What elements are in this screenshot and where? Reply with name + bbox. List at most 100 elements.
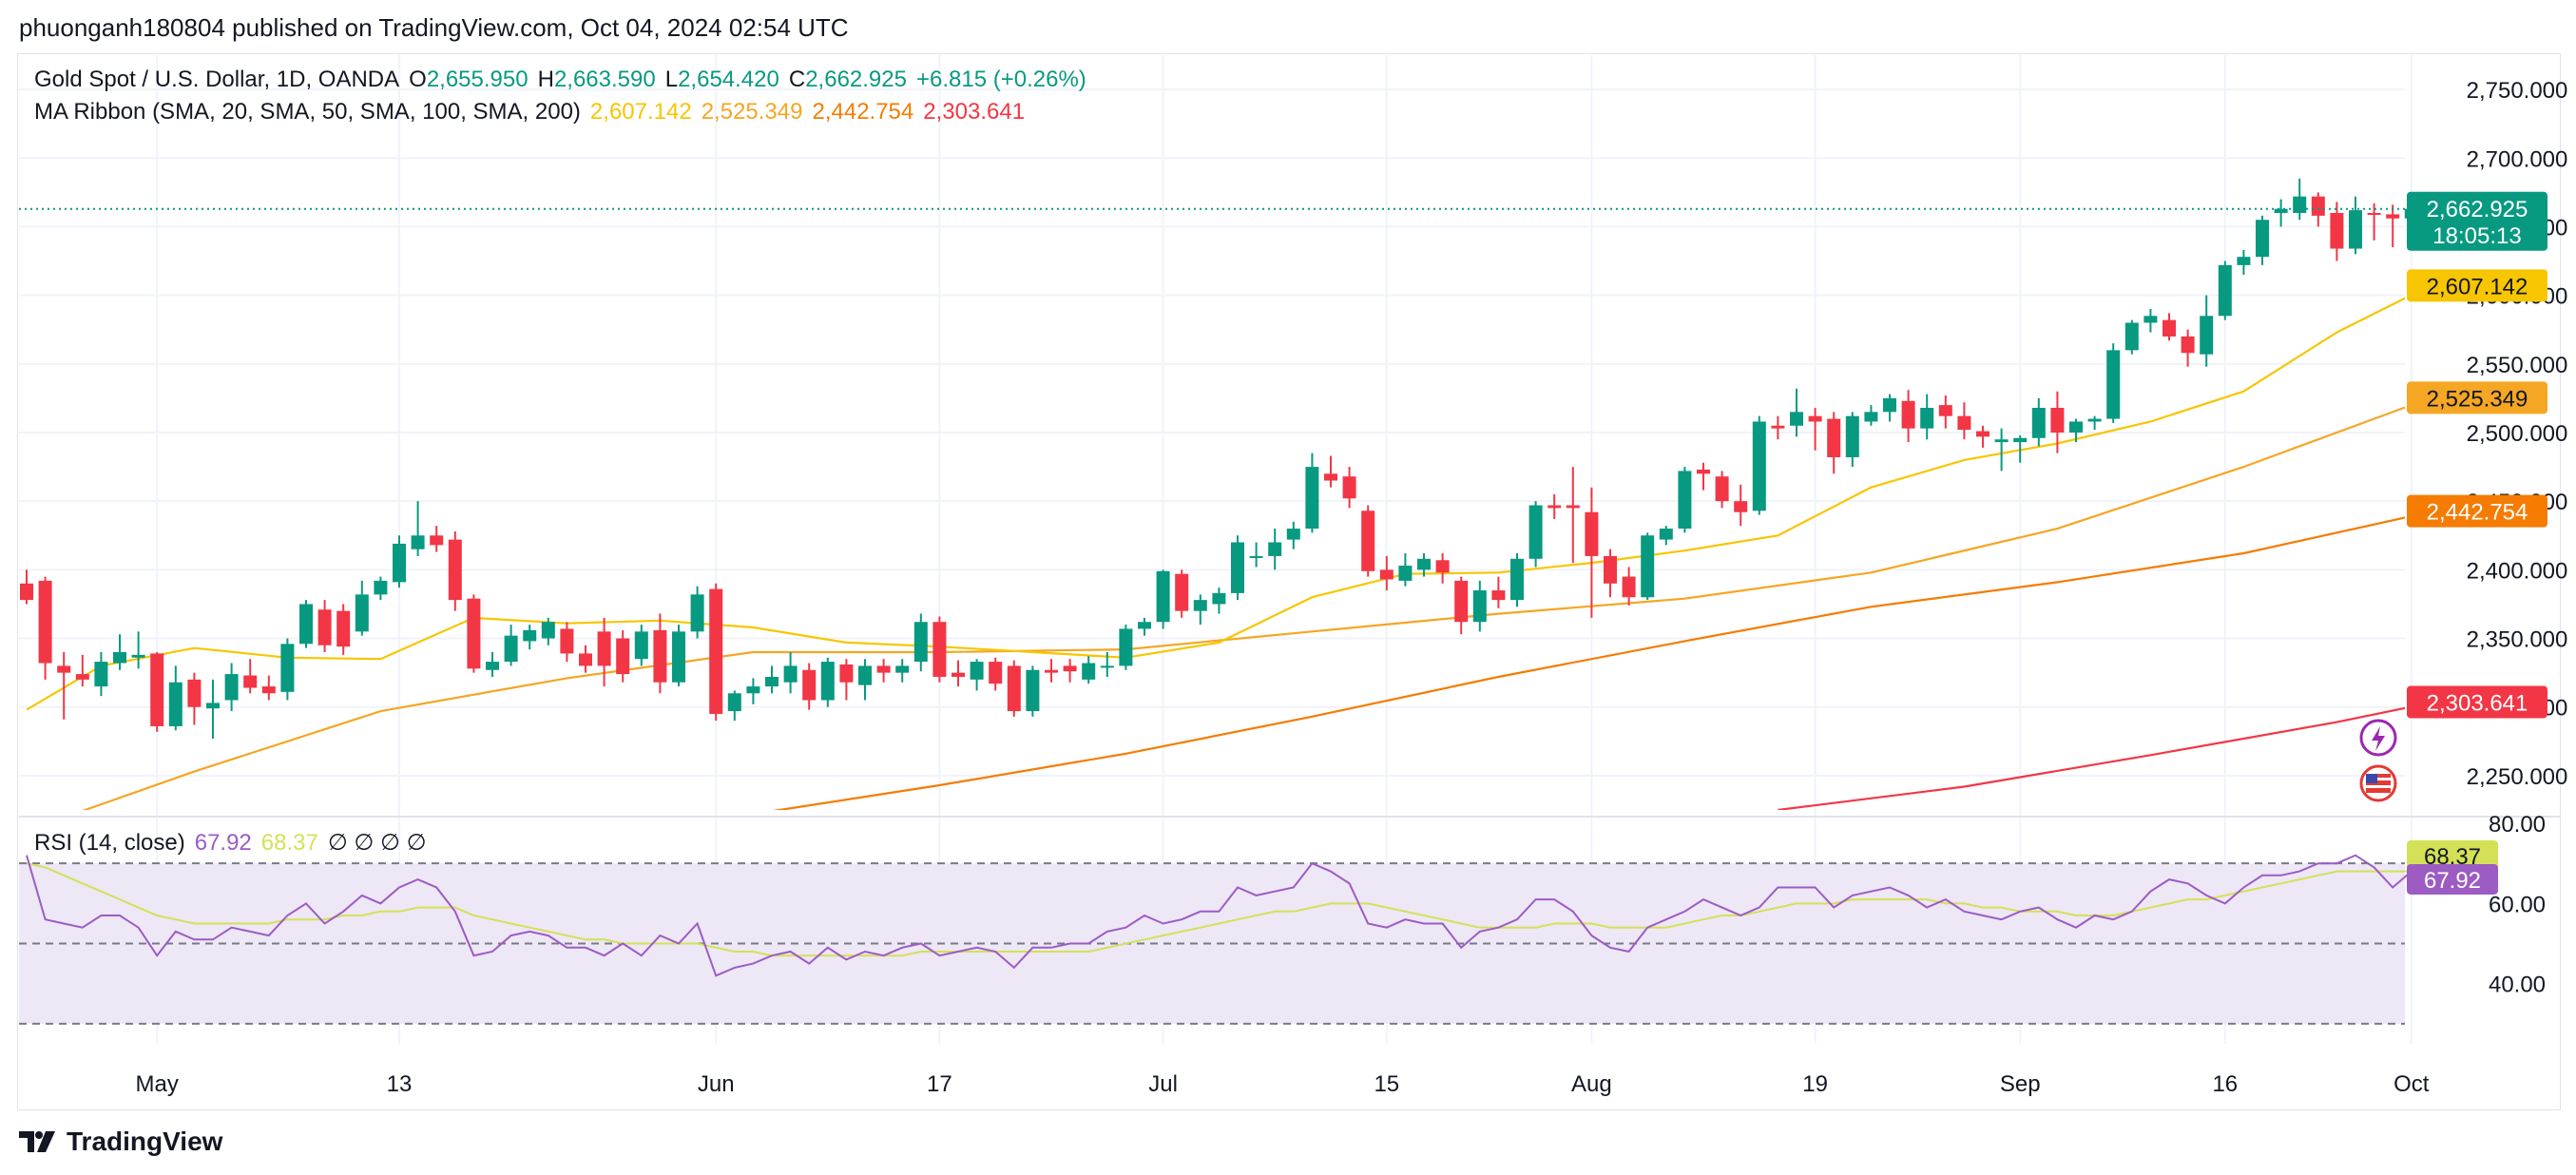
last-price-badge: 2,662.925 [2427, 197, 2528, 222]
candle-up [820, 662, 835, 701]
candle-down [1566, 505, 1580, 509]
candle-up [1026, 669, 1040, 712]
candle-up [1417, 558, 1431, 570]
low-value: 2,654.420 [678, 67, 779, 92]
rsi-ma-badge-bg [2407, 840, 2498, 872]
candle-down [1379, 569, 1394, 580]
ma200-badge-bg [2407, 685, 2547, 719]
candle-down [467, 598, 481, 669]
candle-up [1193, 600, 1207, 611]
ma20-badge-bg [2407, 269, 2547, 302]
time-tick-label: 16 [2212, 1071, 2238, 1097]
candle-up [1920, 408, 1934, 429]
rsi-badge: 67.92 [2424, 868, 2481, 894]
close-value: 2,662.925 [805, 67, 907, 92]
candle-up [2124, 322, 2139, 351]
candle-down [430, 535, 444, 546]
rsi-line [26, 854, 2468, 977]
rsi-ma-line [26, 862, 2468, 957]
candle-up [523, 629, 537, 642]
candle-up [2106, 350, 2121, 419]
candle-down [1901, 400, 1915, 429]
time-tick-label: Aug [1571, 1071, 1612, 1097]
candle-down [2386, 214, 2400, 219]
candle-down [261, 686, 276, 694]
candle-down [1604, 555, 1617, 584]
candle-down [952, 672, 965, 677]
rsi-empty-values: ∅ ∅ ∅ ∅ [327, 830, 427, 856]
tradingview-logo-icon [19, 1131, 55, 1152]
price-tick-label: 2,500.000 [2467, 421, 2568, 447]
candle-down [932, 622, 947, 677]
candle-down [448, 539, 462, 601]
candle-up [765, 676, 779, 687]
candle-up [2218, 264, 2232, 317]
candle-down [839, 664, 854, 683]
candle-down [2163, 319, 2176, 337]
price-tick-label: 2,350.000 [2467, 627, 2568, 653]
ma50-line [82, 406, 2405, 810]
rsi-badge-bg [2407, 863, 2498, 895]
candle-up [224, 674, 239, 701]
candle-up [1119, 628, 1133, 666]
price-tick-label: 2,700.000 [2467, 146, 2568, 172]
candle-up [2069, 421, 2083, 433]
candle-up [168, 682, 183, 726]
time-tick-label: 17 [927, 1071, 952, 1097]
candle-up [113, 651, 126, 664]
candle-down [1976, 431, 1990, 437]
rsi-title: RSI (14, close) [34, 830, 185, 856]
candle-down [1771, 425, 1785, 429]
price-tick-label: 2,550.000 [2467, 353, 2568, 378]
candle-down [616, 638, 630, 675]
candle-down [709, 588, 723, 714]
symbol-legend[interactable]: Gold Spot / U.S. Dollar, 1D, OANDA O2,655… [34, 67, 1096, 93]
candle-up [895, 665, 910, 673]
ma-ribbon-legend[interactable]: MA Ribbon (SMA, 20, SMA, 50, SMA, 100, S… [34, 99, 1034, 125]
us-flag-icon-canton [2366, 774, 2377, 783]
candle-up [2293, 196, 2307, 214]
candle-up [913, 622, 928, 663]
candle-up [2256, 220, 2269, 258]
us-flag-icon-stripe [2366, 785, 2391, 788]
candle-down [1342, 476, 1356, 499]
candle-down [1715, 476, 1729, 502]
time-tick-label: 13 [387, 1071, 413, 1097]
candle-up [1398, 566, 1413, 581]
candle-down [1454, 580, 1469, 623]
ma100-badge: 2,442.754 [2427, 500, 2528, 526]
candle-up [1510, 558, 1524, 601]
time-tick-label: 15 [1374, 1071, 1399, 1097]
candle-down [1827, 418, 1841, 457]
candle-down [1734, 501, 1748, 512]
candle-up [1883, 397, 1896, 413]
candle-up [541, 622, 555, 639]
candle-up [1156, 570, 1170, 623]
candle-down [1435, 560, 1450, 573]
candle-up [1286, 529, 1300, 540]
candle-down [75, 674, 89, 680]
candle-up [1845, 415, 1859, 457]
candle-up [2013, 437, 2028, 443]
candle-up [2274, 208, 2288, 214]
ma20-badge: 2,607.142 [2427, 274, 2528, 299]
candle-up [504, 635, 518, 663]
close-label: C [788, 67, 806, 92]
publisher-line: phuonganh180804 published on TradingView… [19, 13, 849, 42]
candle-up [1659, 529, 1673, 540]
candle-up [1212, 592, 1226, 605]
ma200-value: 2,303.641 [923, 99, 1026, 125]
tradingview-logo[interactable]: TradingView [19, 1127, 222, 1157]
candle-down [1585, 511, 1599, 556]
time-tick-label: 19 [1802, 1071, 1828, 1097]
candle-up [2087, 418, 2102, 422]
lightning-icon-glyph [2372, 726, 2385, 751]
candle-up [1472, 590, 1487, 623]
rsi-legend[interactable]: RSI (14, close) 67.92 68.37 ∅ ∅ ∅ ∅ [34, 829, 435, 857]
candle-down [38, 580, 52, 664]
candle-up [1528, 505, 1543, 559]
candle-down [1045, 669, 1058, 673]
candle-down [597, 631, 611, 666]
us-flag-icon-stripe [2366, 778, 2391, 780]
